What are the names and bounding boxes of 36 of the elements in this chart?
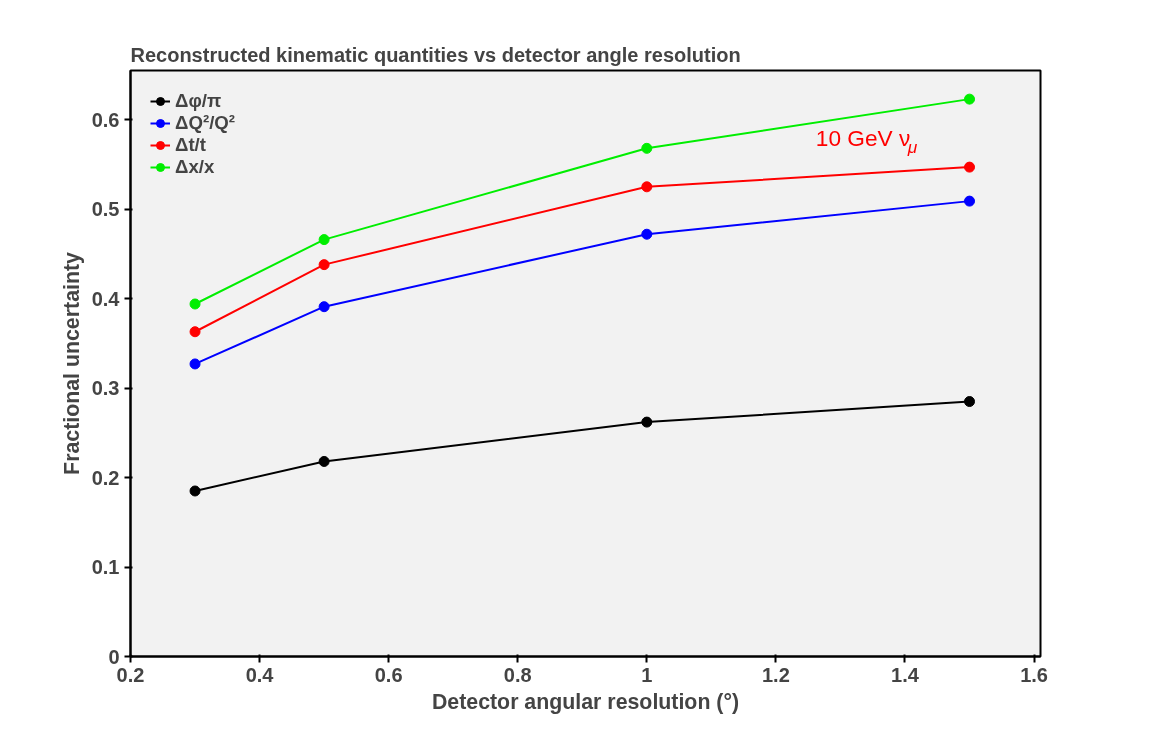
chart-title: Reconstructed kinematic quantities vs detector angle resolution <box>130 43 741 66</box>
point <box>189 358 201 370</box>
legend-label: Δφ/π <box>175 90 222 112</box>
x-tick-label: 1 <box>641 663 653 686</box>
legend-label: Δt/t <box>175 134 207 156</box>
point <box>964 93 976 105</box>
point <box>318 234 330 246</box>
y-tick-label: 0.3 <box>91 377 120 400</box>
point <box>318 455 330 467</box>
x-tick-label: 1.4 <box>891 663 920 686</box>
point <box>318 259 330 271</box>
point <box>318 301 330 313</box>
x-tick-label: 0.4 <box>245 663 275 686</box>
point <box>964 396 976 408</box>
y-tick-label: 0.1 <box>91 556 120 579</box>
y-tick-label: 0.4 <box>91 287 121 310</box>
x-tick-label: 1.6 <box>1020 663 1048 686</box>
y-tick-label: 0.2 <box>91 466 120 489</box>
point <box>964 195 976 207</box>
x-tick-label: 0.8 <box>503 663 532 686</box>
point <box>641 142 653 154</box>
legend-label: Δx/x <box>175 156 215 178</box>
y-axis-title: Fractional uncertainty <box>59 251 84 475</box>
point <box>641 228 653 240</box>
y-tick-label: 0.6 <box>91 108 120 131</box>
point <box>189 485 201 497</box>
legend-label: ΔQ²/Q² <box>175 112 236 134</box>
point <box>641 181 653 193</box>
point <box>964 161 976 173</box>
y-tick-label: 0.5 <box>91 198 120 221</box>
point <box>189 298 201 310</box>
x-axis-title: Detector angular resolution (°) <box>431 689 740 714</box>
point <box>189 326 201 338</box>
point <box>641 416 653 428</box>
x-tick-label: 0.6 <box>374 663 403 686</box>
x-tick-label: 1.2 <box>761 663 790 686</box>
